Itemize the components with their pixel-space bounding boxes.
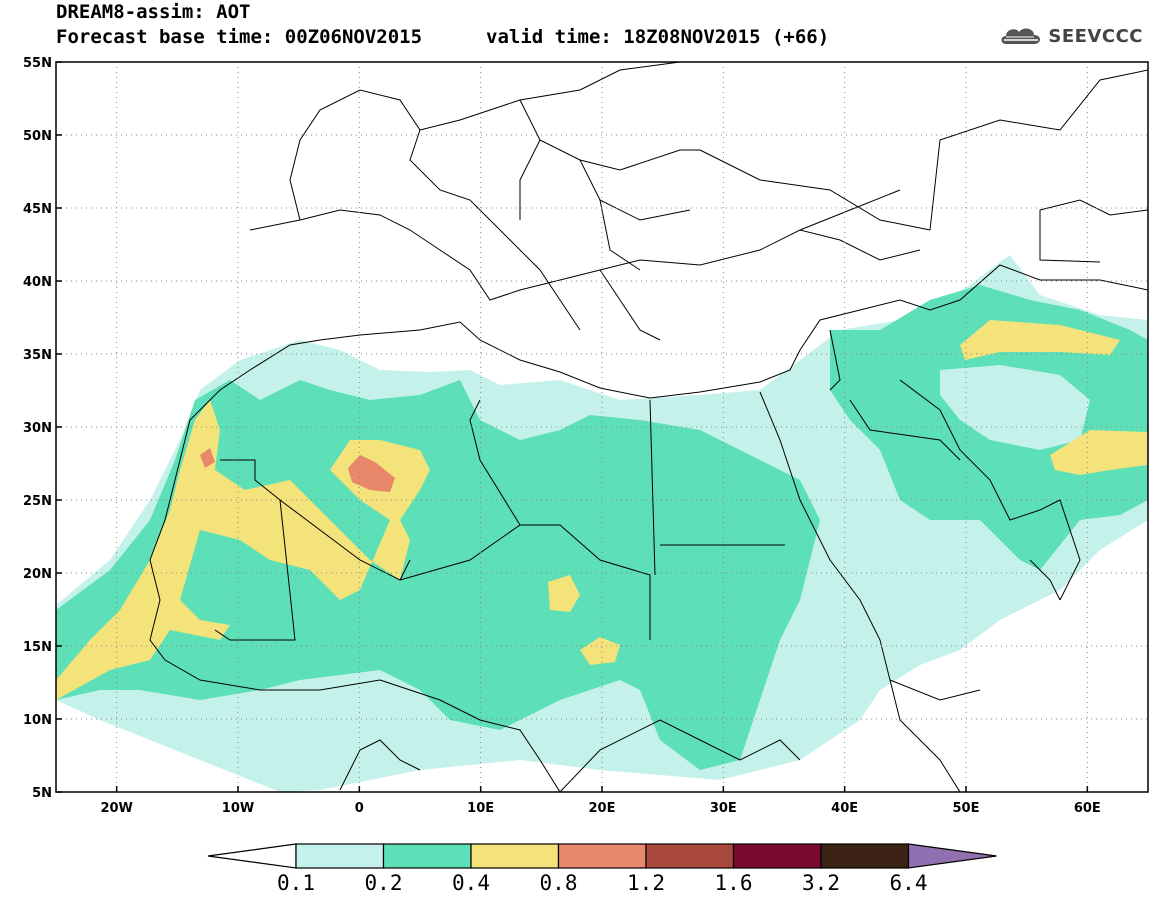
time-line: Forecast base time: 00Z06NOV2015 valid ti… xyxy=(56,26,829,48)
lon-tick-label: 30E xyxy=(710,801,737,816)
colorbar-over-triangle xyxy=(907,843,997,869)
lon-tick-labels: 20W 10W 0 10E 20E 30E 40E 50E 60E xyxy=(100,786,1101,816)
colorbar-label: 0.8 xyxy=(540,871,578,895)
colorbar-bin xyxy=(295,843,385,869)
lat-tick-label: 25N xyxy=(23,494,52,509)
lat-tick-label: 50N xyxy=(23,129,52,144)
aot-band-0.4-iran xyxy=(960,320,1120,360)
aot-field xyxy=(56,255,1148,792)
aot-band-0.1-east-hole xyxy=(940,365,1090,450)
aot-band-0.4-sudan xyxy=(580,637,620,665)
colorbar-label: 0.1 xyxy=(277,871,315,895)
colorbar-under-triangle xyxy=(207,843,297,869)
lat-tick-label: 45N xyxy=(23,202,52,217)
logo-text: SEEVCCC xyxy=(1048,25,1143,47)
aot-band-0.4-chad xyxy=(548,575,580,612)
aot-band-0.4 xyxy=(56,400,430,700)
colorbar-bin xyxy=(820,843,910,869)
aot-band-0.8-wsahara xyxy=(200,448,215,468)
product-title: DREAM8-assim: AOT xyxy=(56,1,251,23)
colorbar-label: 1.6 xyxy=(715,871,753,895)
colorbar-label: 0.2 xyxy=(365,871,403,895)
cloud-logo-icon xyxy=(1001,28,1041,44)
valid-time: valid time: 18Z08NOV2015 (+66) xyxy=(486,26,830,48)
lat-tick-label: 10N xyxy=(23,713,52,728)
seevccc-logo: SEEVCCC xyxy=(998,24,1143,48)
colorbar-bin xyxy=(645,843,735,869)
lat-tick-labels: 55N 50N 45N 40N 35N 30N 25N 20N 15N 10N 5N xyxy=(23,56,62,801)
colorbar-label: 6.4 xyxy=(890,871,928,895)
colorbar-bin xyxy=(557,843,647,869)
lon-tick-label: 10E xyxy=(467,801,494,816)
coastlines-borders xyxy=(149,62,1148,792)
lat-tick-label: 5N xyxy=(32,786,52,801)
colorbar-label: 0.4 xyxy=(452,871,490,895)
lat-tick-label: 30N xyxy=(23,421,52,436)
base-time: Forecast base time: 00Z06NOV2015 xyxy=(56,26,423,48)
lon-tick-label: 60E xyxy=(1074,801,1101,816)
colorbar-bin xyxy=(732,843,822,869)
lat-tick-label: 35N xyxy=(23,348,52,363)
aot-band-0.2 xyxy=(56,380,820,770)
colorbar-bin xyxy=(382,843,472,869)
colorbar-bin xyxy=(470,843,560,869)
aot-band-0.4-pak xyxy=(1050,430,1148,475)
lat-tick-label: 20N xyxy=(23,567,52,582)
lat-tick-label: 40N xyxy=(23,275,52,290)
aot-colorbar: 0.1 0.2 0.4 0.8 1.2 1.6 3.2 6.4 xyxy=(207,843,997,895)
colorbar-label: 3.2 xyxy=(802,871,840,895)
lon-tick-label: 50E xyxy=(953,801,980,816)
lat-tick-label: 55N xyxy=(23,56,52,71)
lat-tick-label: 15N xyxy=(23,640,52,655)
lon-tick-label: 20E xyxy=(589,801,616,816)
lon-tick-label: 20W xyxy=(100,801,132,816)
lon-tick-label: 0 xyxy=(355,801,364,816)
lon-tick-label: 40E xyxy=(831,801,858,816)
colorbar-label: 1.2 xyxy=(627,871,665,895)
lon-tick-label: 10W xyxy=(222,801,254,816)
